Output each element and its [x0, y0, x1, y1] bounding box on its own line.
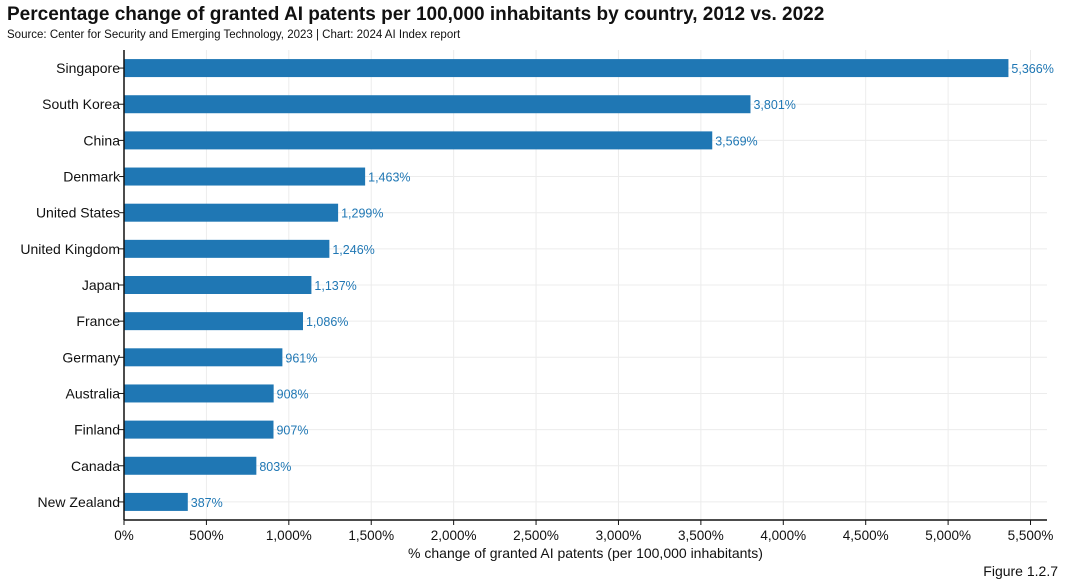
- data-label: 1,463%: [368, 171, 410, 185]
- category-label: Denmark: [63, 169, 121, 185]
- chart-subtitle: Source: Center for Security and Emerging…: [7, 29, 461, 41]
- bar: [124, 456, 257, 475]
- data-label: 1,086%: [306, 315, 348, 329]
- data-labels: 5,366% 3,801% 3,569% 1,463% 1,299% 1,246% 1,13…: [191, 62, 1054, 510]
- data-label: 387%: [191, 496, 223, 510]
- data-label: 907%: [276, 424, 308, 438]
- data-label: 1,246%: [332, 243, 374, 257]
- bar: [124, 384, 274, 403]
- x-tick-label: 5,000%: [925, 528, 971, 543]
- bars: [124, 59, 1009, 511]
- figure-label: Figure 1.2.7: [983, 563, 1058, 579]
- category-label: Australia: [66, 385, 121, 401]
- data-label: 3,801%: [753, 98, 795, 112]
- data-label: 803%: [259, 460, 291, 474]
- category-label: United States: [36, 205, 120, 221]
- x-tick-label: 1,000%: [266, 528, 312, 543]
- data-label: 3,569%: [715, 134, 757, 148]
- bar: [124, 95, 751, 114]
- x-axis-label: % change of granted AI patents (per 100,…: [408, 545, 763, 561]
- x-tick-label: 2,500%: [513, 528, 559, 543]
- category-label: Germany: [62, 349, 120, 365]
- bar: [124, 59, 1009, 78]
- category-label: Finland: [74, 422, 120, 438]
- x-tick-label: 4,500%: [843, 528, 889, 543]
- data-label: 1,137%: [314, 279, 356, 293]
- bar: [124, 239, 330, 258]
- category-label: New Zealand: [38, 494, 121, 510]
- category-label: South Korea: [42, 96, 120, 112]
- x-tick-label: 3,000%: [596, 528, 642, 543]
- category-label: Japan: [82, 277, 120, 293]
- category-labels: Singapore South Korea China Denmark United S…: [20, 60, 124, 510]
- category-label: France: [76, 313, 120, 329]
- chart-title: Percentage change of granted AI patents …: [7, 4, 825, 25]
- bar: [124, 276, 312, 294]
- bar: [124, 492, 188, 511]
- x-tick-label: 5,500%: [1008, 528, 1054, 543]
- bar: [124, 312, 303, 331]
- x-tick-label: 500%: [189, 528, 224, 543]
- x-tick-label: 0%: [114, 528, 134, 543]
- x-tick-label: 1,500%: [348, 528, 394, 543]
- bar: [124, 203, 339, 222]
- category-label: United Kingdom: [20, 241, 120, 257]
- x-tick-label: 4,000%: [760, 528, 806, 543]
- data-label: 961%: [285, 351, 317, 365]
- category-label: Singapore: [56, 60, 120, 76]
- bar: [124, 420, 274, 439]
- data-label: 5,366%: [1011, 62, 1053, 76]
- x-tick-label: 3,500%: [678, 528, 724, 543]
- bar: [124, 131, 713, 150]
- category-label: China: [83, 132, 120, 148]
- bar: [124, 167, 366, 186]
- x-axis-ticks: 0% 500% 1,000% 1,500% 2,000% 2,500% 3,000% 3,50…: [114, 520, 1053, 543]
- x-tick-label: 2,000%: [431, 528, 477, 543]
- data-label: 1,299%: [341, 207, 383, 221]
- data-label: 908%: [277, 387, 309, 401]
- bar: [124, 348, 283, 367]
- category-label: Canada: [71, 458, 120, 474]
